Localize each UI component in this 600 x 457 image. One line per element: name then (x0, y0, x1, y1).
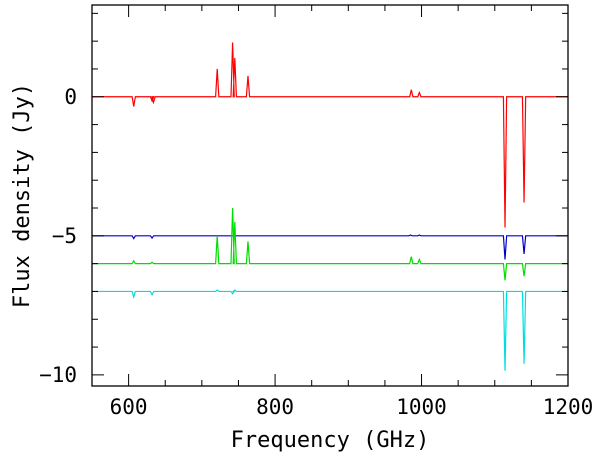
series-line-1 (92, 42, 568, 228)
series-line-4 (92, 289, 568, 371)
series-line-3 (92, 207, 568, 281)
x-tick-label: 600 (110, 395, 148, 419)
labels-layer: 600 800 1000 1200 0 −5 −10 (39, 85, 593, 419)
plot-frame (91, 4, 569, 387)
series-layer (92, 42, 568, 371)
x-axis-title: Frequency (GHz) (231, 428, 430, 453)
series-line-2 (92, 234, 568, 260)
y-axis-title: Flux density (Jy) (10, 83, 35, 308)
y-tick-label: −5 (52, 224, 77, 248)
y-tick-label: 0 (64, 85, 77, 109)
y-tick-label: −10 (39, 363, 77, 387)
x-tick-label: 1200 (543, 395, 594, 419)
ticks-layer (91, 5, 569, 386)
x-tick-label: 1000 (396, 395, 447, 419)
x-tick-label: 800 (256, 395, 294, 419)
